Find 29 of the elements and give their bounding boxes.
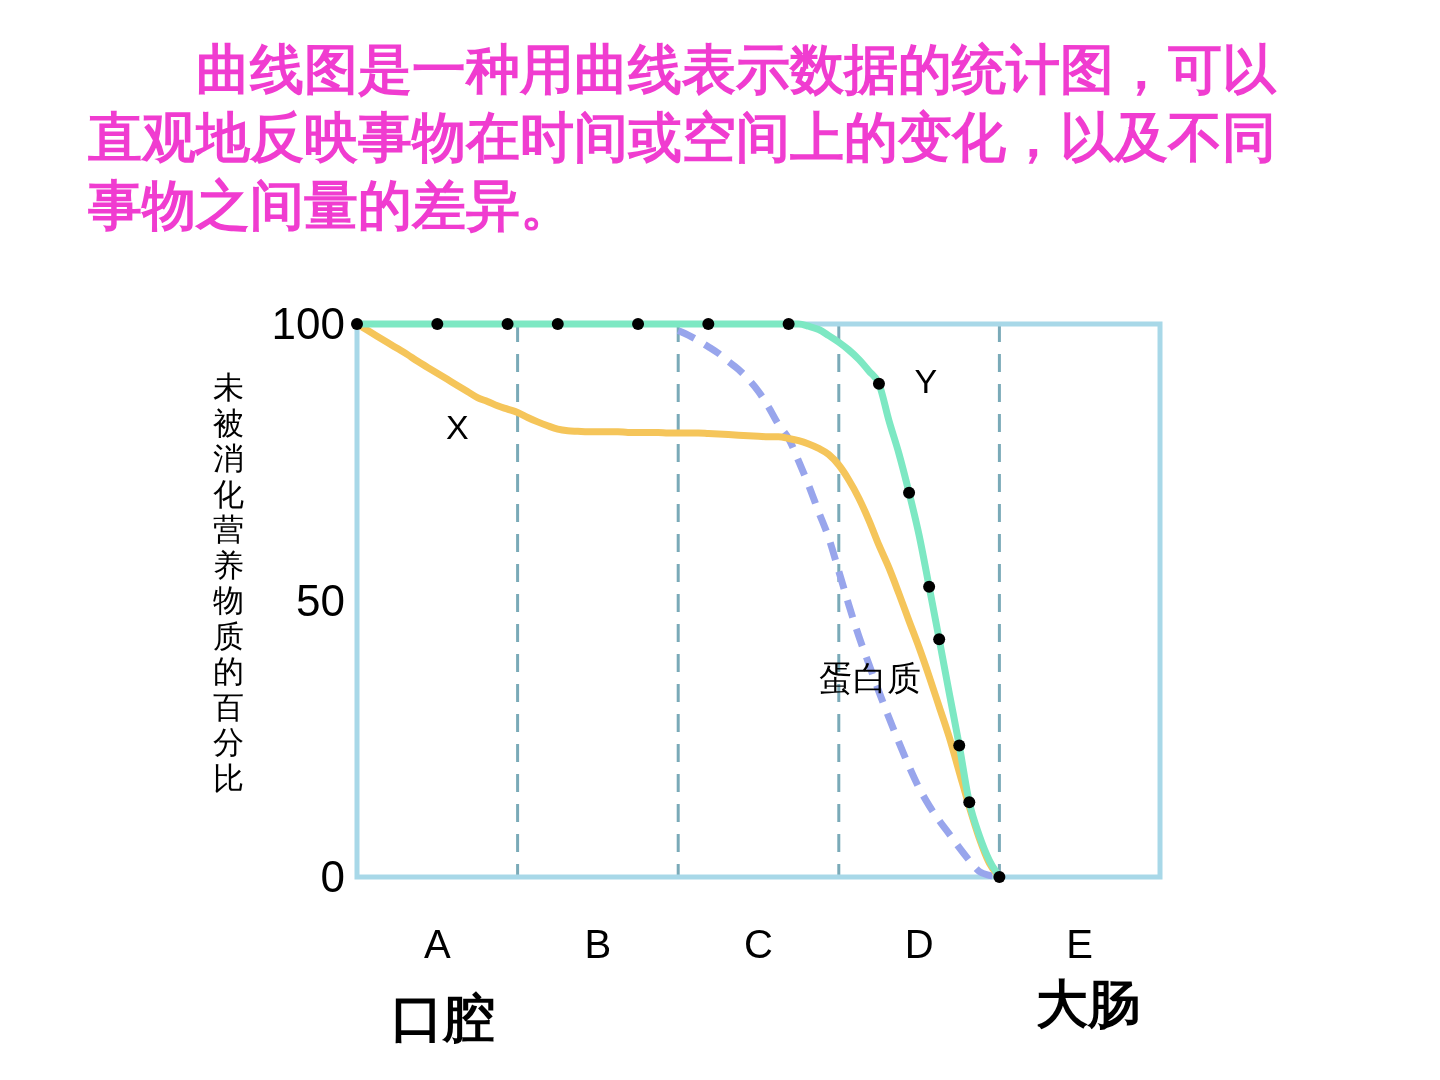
text: 未被消化营养物质的百分比 — [212, 369, 244, 796]
point — [963, 796, 976, 809]
x-tick-label: A — [423, 922, 451, 966]
series-label: X — [446, 408, 469, 447]
series-label: Y — [914, 361, 938, 400]
point — [923, 580, 936, 593]
text: 口腔 — [391, 987, 495, 1048]
point — [782, 318, 795, 330]
point — [431, 318, 444, 330]
point — [903, 486, 916, 499]
point — [501, 318, 514, 330]
point — [872, 377, 885, 390]
y-tick-label: 50 — [296, 575, 345, 625]
series-label: 蛋白质 — [818, 660, 921, 698]
text: 大肠 — [1036, 973, 1140, 1034]
x-tick-label: B — [584, 922, 612, 966]
y-tick-label: 100 — [271, 299, 345, 348]
x-tick-label: E — [1066, 922, 1094, 966]
point — [702, 318, 715, 330]
x-tick-label: D — [904, 922, 934, 966]
point — [993, 871, 1006, 883]
x-tick-label: C — [744, 922, 773, 966]
point — [351, 318, 363, 330]
point — [551, 318, 564, 330]
chart-title: 曲线图是一种用曲线表示数据的统计图，可以直观地反映事物在时间或空间上的变化，以及不同事物之间量的差异。 — [88, 37, 1278, 239]
point — [953, 739, 966, 752]
point — [632, 318, 645, 330]
point — [933, 633, 946, 646]
y-tick-label: 0 — [320, 852, 345, 901]
